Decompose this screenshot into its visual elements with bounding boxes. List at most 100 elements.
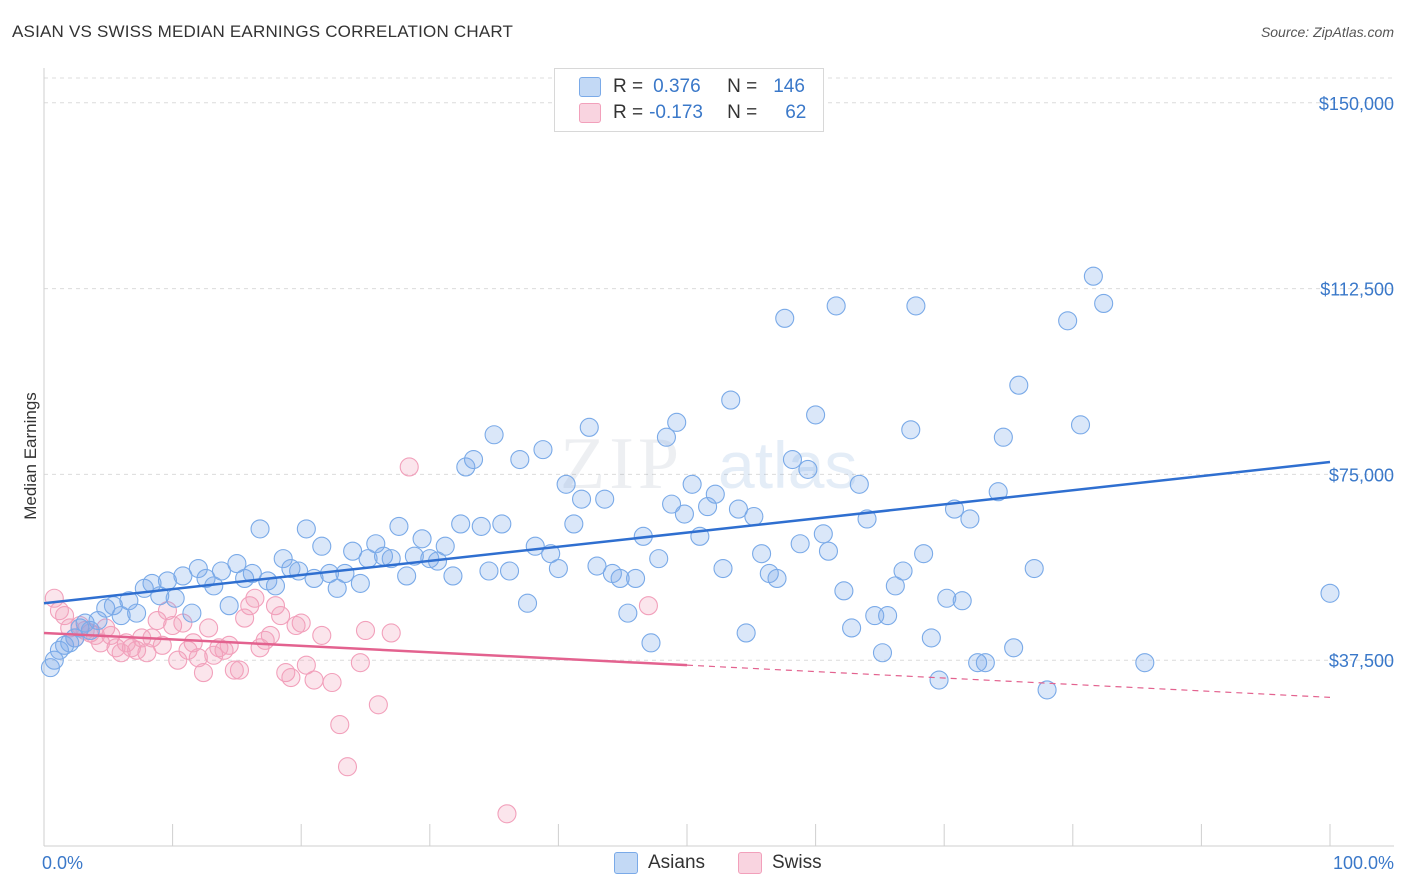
asian-point [752,544,772,564]
legend-n-label: N = [727,76,758,97]
swiss-point [381,623,401,643]
asian-point [641,633,661,653]
y-tick-labels: $37,500 $75,000 $112,500 $150,000 [1319,94,1394,671]
asian-point [335,563,355,584]
asian-point [587,556,607,576]
asian-point [878,606,898,626]
legend-n-value: 146 [773,76,805,97]
asian-point [1004,638,1024,658]
asian-point [1058,311,1078,331]
asian-point [127,603,147,623]
legend-r-value: 0.376 [653,76,701,97]
asian-point [412,529,432,549]
swiss-trend-extension [686,664,1331,698]
asian-point [662,494,682,514]
asian-point [705,484,725,504]
asian-point [44,650,64,670]
x-tick-right: 100.0% [1333,853,1394,873]
swiss-point [193,663,214,683]
asian-point [736,623,756,643]
legend-r-label: R = [613,102,644,123]
asian-point [952,591,972,611]
swiss-point [199,618,219,638]
swiss-point [368,695,388,715]
asian-point [929,670,949,690]
swiss-point [638,596,658,616]
asian-point [921,628,941,648]
asian-point [626,568,646,588]
asian-point [397,566,417,586]
swiss-point [355,620,376,641]
asian-point [510,449,530,470]
y-axis-label: Median Earnings [21,392,40,520]
asian-point [499,561,520,581]
swiss-point [188,648,208,668]
legend-n-label: N = [727,102,758,123]
asian-point [219,596,239,616]
swiss-point [260,625,280,645]
asian-point [296,519,316,539]
swiss-point [337,757,358,777]
asian-point [713,558,733,579]
swiss-point [152,635,172,655]
asian-point [988,482,1008,502]
legend-r-value: -0.173 [649,102,703,123]
asian-point [564,514,584,534]
asian-point [937,588,957,608]
asian-point [343,541,363,561]
asian-point [993,427,1013,447]
legend-swatch-swiss [738,852,762,874]
asian-point [728,499,748,519]
asian-point [492,514,512,534]
asian-point [782,449,803,470]
watermark-zip: ZIP [560,423,683,505]
swiss-point [229,660,250,680]
swiss-point [322,672,342,693]
y-tick-label: $37,500 [1329,651,1394,671]
asians-trend-line [43,460,1331,605]
asian-point [196,568,216,588]
swiss-point [147,611,167,631]
legend-item-asians[interactable]: Asians [614,852,705,874]
asian-point [667,412,687,432]
legend-swatch-asians [614,852,638,874]
swiss-point [291,613,311,633]
asian-point [484,425,504,445]
asian-point [188,558,208,579]
asian-point [111,606,131,626]
stats-legend: R = 0.376 N = 146 R = -0.173 N = 62 [554,68,824,132]
asian-point [813,524,833,544]
asian-point [96,598,116,618]
legend-label-asians: Asians [648,852,706,873]
swiss-point [304,670,324,690]
asian-point [389,516,409,536]
x-tick-left: 0.0% [42,853,83,873]
swiss-point [281,667,301,688]
asian-point [975,653,995,673]
asian-point [211,561,232,581]
asian-point [674,504,694,524]
asian-point [1024,558,1044,579]
swiss-point [224,660,244,680]
asian-point [479,561,499,581]
asian-point [1135,653,1155,673]
swiss-trend-line [43,631,688,667]
swiss-point [271,606,291,626]
swiss-point [497,804,517,824]
asian-point [273,549,293,569]
asian-point [1083,266,1103,286]
asian-point [775,308,795,328]
swiss-point [312,625,332,645]
legend-r-label: R = [613,76,644,97]
asian-point [250,519,270,539]
swiss-point [399,457,419,477]
swiss-point [265,596,286,616]
legend-item-swiss[interactable]: Swiss [738,852,822,874]
asian-point [818,541,839,561]
asian-point [471,516,491,536]
swiss-point [330,715,350,735]
asian-point [350,573,370,593]
asian-point [1094,293,1114,313]
asian-point [1320,583,1340,603]
asian-point [618,603,638,623]
